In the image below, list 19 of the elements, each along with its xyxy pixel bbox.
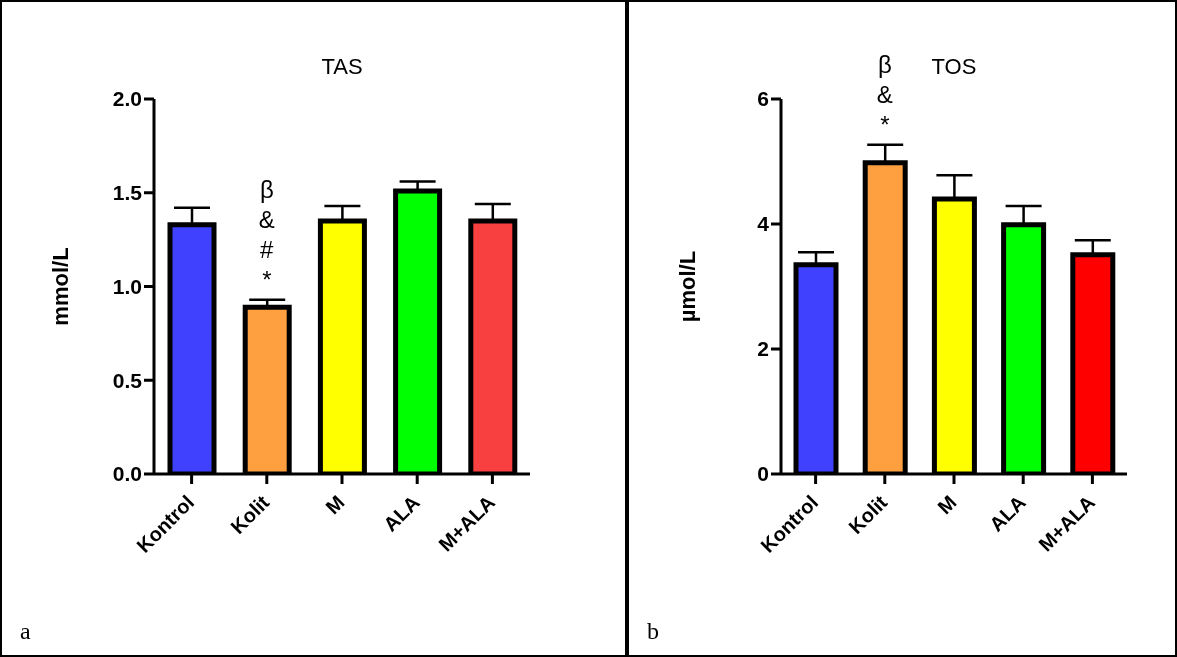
y-tick-label: 6 xyxy=(757,87,769,111)
text: a xyxy=(20,618,31,645)
annotation: β & * xyxy=(876,50,893,138)
y-tick-label: 0.5 xyxy=(112,368,143,392)
chart-title: TAS xyxy=(320,54,364,80)
y-tick-label: 0.0 xyxy=(112,462,142,486)
y-tick-label: 4 xyxy=(757,212,770,236)
y-tick-label: 2 xyxy=(757,337,769,361)
annotation: β & # * xyxy=(258,175,275,293)
x-tick-label: M xyxy=(933,491,961,519)
text: b xyxy=(647,618,659,645)
y-tick-label: 1.5 xyxy=(112,181,143,205)
y-axis-title: mmol/L xyxy=(47,247,73,326)
y-tick-label: 0 xyxy=(757,462,769,486)
y-tick-label: 2.0 xyxy=(112,87,142,111)
chart-title: TOS xyxy=(931,54,977,79)
y-tick-label: 1.0 xyxy=(112,274,142,298)
x-tick-label: M xyxy=(321,491,349,519)
y-axis-title: µmol/L xyxy=(674,250,700,323)
